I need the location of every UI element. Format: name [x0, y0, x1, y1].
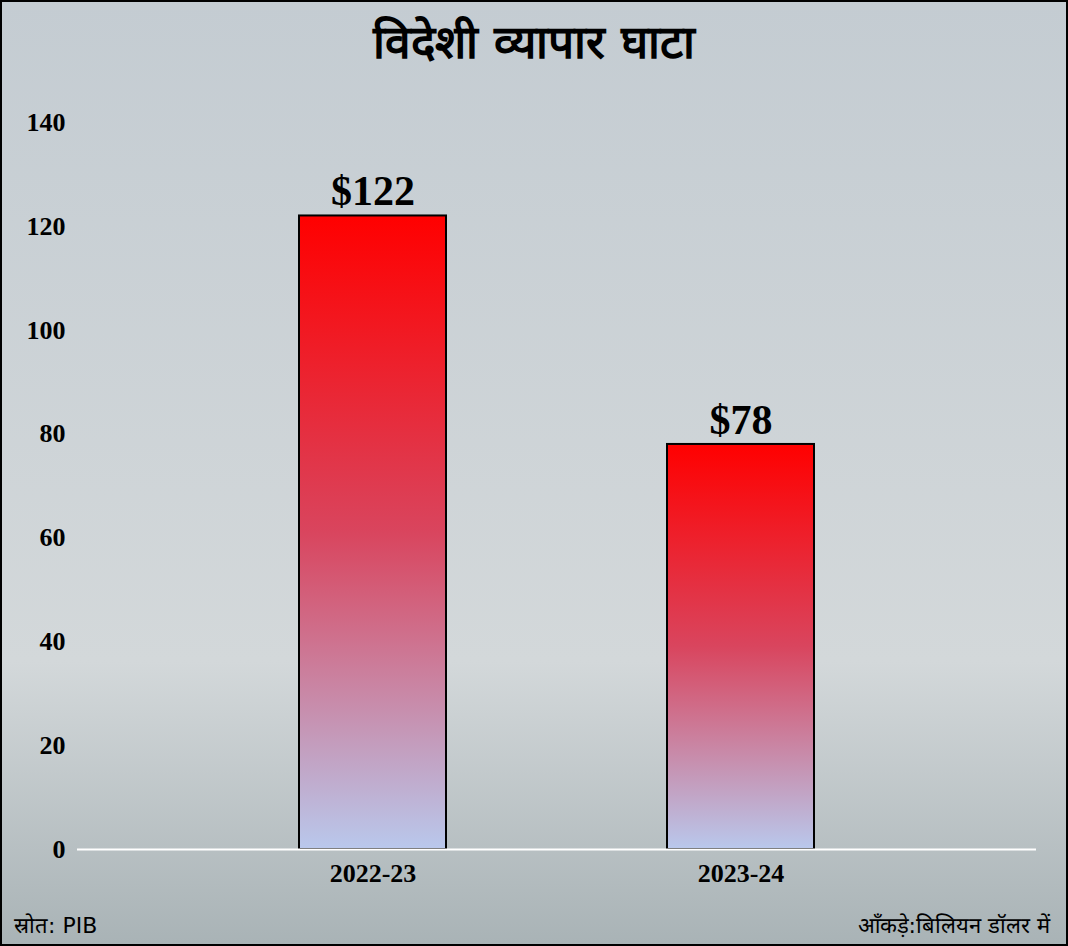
svg-text:120: 120 [27, 212, 66, 241]
svg-text:60: 60 [40, 523, 66, 552]
svg-text:$78: $78 [710, 397, 773, 443]
svg-text:0: 0 [53, 835, 66, 864]
html-text:स्रोत: PIB: स्रोत: PIB [14, 913, 98, 938]
svg-text:40: 40 [40, 627, 66, 656]
html-text:आँकड़े:बिलियन डॉलर में: आँकड़े:बिलियन डॉलर में [857, 913, 1050, 938]
svg-text:20: 20 [40, 731, 66, 760]
html-text:विदेशी व्यापार घाटा: विदेशी व्यापार घाटा [373, 15, 695, 69]
svg-text:$122: $122 [331, 168, 415, 214]
svg-text:2022-23: 2022-23 [330, 859, 417, 888]
svg-text:80: 80 [40, 419, 66, 448]
svg-text:100: 100 [27, 316, 66, 345]
svg-text:140: 140 [27, 108, 66, 137]
svg-text:2023-24: 2023-24 [698, 859, 785, 888]
